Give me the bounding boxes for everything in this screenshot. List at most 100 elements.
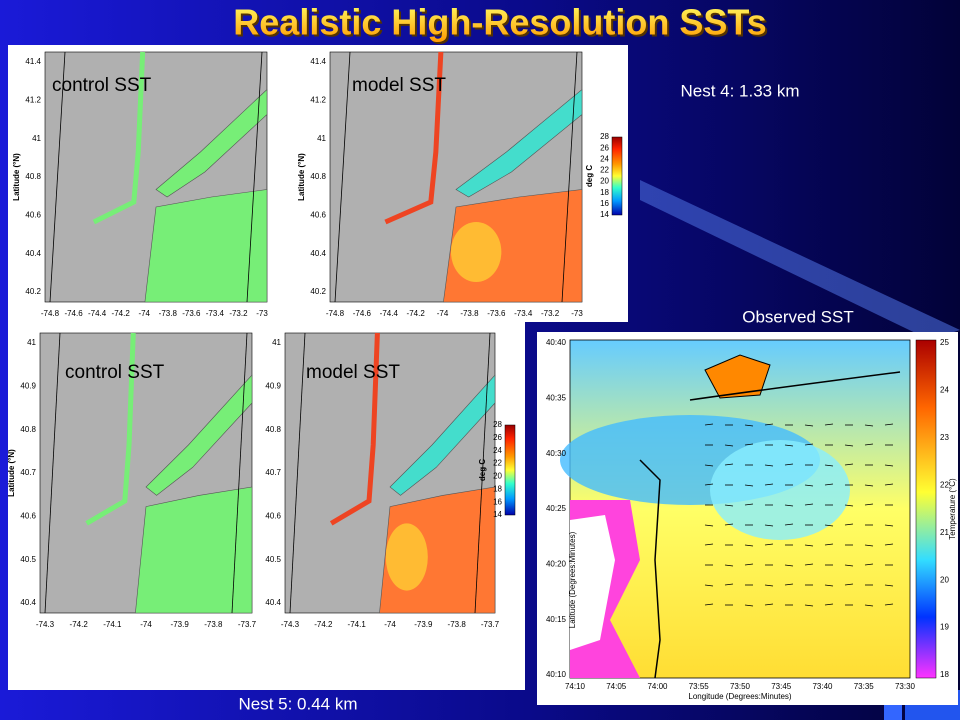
current-vector [744,443,754,446]
current-vector [704,543,714,546]
x-tick-label: -74.6 [64,309,83,318]
colorbar-tick-label: 20 [600,177,609,186]
nest-label: Nest 4: 1.33 km [680,81,799,100]
current-vector [864,544,874,547]
y-tick-label: 40:30 [546,449,567,458]
observed-label: Observed SST [742,307,854,326]
current-vector [864,503,874,506]
current-vector [724,504,734,507]
x-tick-label: -73.8 [448,620,467,629]
x-tick-label: 74:10 [565,682,586,691]
river [92,51,146,225]
title: Realistic High-Resolution SSTs [233,2,766,43]
current-vector [744,503,754,506]
current-vector [844,463,854,466]
current-vector [744,424,754,427]
x-tick-label: -73.2 [229,309,248,318]
x-tick-label: 73:55 [689,682,710,691]
y-tick-label: 40:40 [546,338,567,347]
y-tick-label: 40.5 [265,555,281,564]
x-tick-label: -73.4 [514,309,533,318]
current-vector [804,484,814,487]
current-vector [704,524,714,527]
y-axis-label: Latitude (Degrees:Minutes) [568,531,577,628]
domain-edge [231,332,248,614]
current-vector [824,543,834,546]
x-tick-label: -73 [256,309,268,318]
domain-edge [474,332,491,614]
domain-edge [289,332,306,614]
current-vector [824,483,834,486]
current-vector [804,443,814,446]
x-tick-label: -74.2 [70,620,89,629]
current-vector [844,523,854,526]
colorbar-tick-label: 22 [940,480,949,489]
current-vector [784,564,794,567]
nest-label: Nest 5: 0.44 km [238,694,357,713]
colorbar-tick-label: 14 [600,210,609,219]
current-vector [804,544,814,547]
colorbar-tick-label: 16 [600,199,609,208]
water [450,222,502,282]
y-tick-label: 40:10 [546,670,567,679]
current-vector [864,443,874,446]
land [704,354,771,399]
colorbar-tick-label: 26 [600,143,609,152]
x-tick-label: -73.7 [238,620,257,629]
current-vector [844,564,854,567]
y-axis-label: Latitude (°N) [297,153,306,201]
domain-edge [246,51,263,303]
current-vector [724,444,734,447]
y-tick-label: 41 [32,134,41,143]
colorbar-tick-label: 14 [493,510,502,519]
x-tick-label: -74.1 [348,620,367,629]
x-tick-label: -73 [571,309,583,318]
x-tick-label: -74.2 [407,309,426,318]
y-tick-label: 40.9 [265,381,281,390]
current-vector [824,464,834,467]
current-vector [764,483,774,486]
current-vector [764,603,774,606]
no-data [570,515,615,650]
x-tick-label: -74.4 [88,309,107,318]
current-vector [784,444,794,447]
x-tick-label: 73:30 [895,682,916,691]
colorbar-tick-label: 25 [940,338,949,347]
title-shadow: Realistic High-Resolution SSTs [235,4,768,45]
panel-label: control SST [52,75,152,96]
x-tick-label: -73.6 [487,309,506,318]
colorbar [611,136,623,216]
current-vector [784,583,794,586]
current-vector [844,444,854,447]
current-vector [724,463,734,466]
y-tick-label: 41 [27,338,36,347]
current-vector [884,603,894,606]
x-tick-label: -74 [437,309,449,318]
panel-label: model SST [306,362,400,383]
y-tick-label: 40.8 [25,172,41,181]
y-tick-label: 40.6 [265,511,281,520]
current-vector [704,423,714,426]
current-vector [784,504,794,507]
current-vector [744,544,754,547]
current-vector [844,504,854,507]
y-tick-label: 40.6 [310,210,326,219]
y-tick-label: 40:20 [546,559,567,568]
colorbar-tick-label: 16 [493,497,502,506]
x-tick-label: -73.8 [159,309,178,318]
colorbar-label: deg C [585,165,594,187]
water [155,88,268,198]
current-vector [704,584,714,587]
y-axis-label: Latitude (°N) [7,449,16,497]
water [385,523,428,591]
x-tick-label: 73:35 [854,682,875,691]
x-tick-label: -74.3 [281,620,300,629]
maps: 41.4 41.2 41 40.8 40.6 40.4 40.2 -74.8 -74.6 -74.… [7,51,957,701]
x-tick-label: -73.9 [171,620,190,629]
y-tick-label: 41.4 [310,57,326,66]
x-tick-label: 74:00 [647,682,668,691]
y-tick-label: 40.2 [310,287,326,296]
current-vector [764,584,774,587]
y-tick-label: 41.4 [25,57,41,66]
current-vector [884,543,894,546]
